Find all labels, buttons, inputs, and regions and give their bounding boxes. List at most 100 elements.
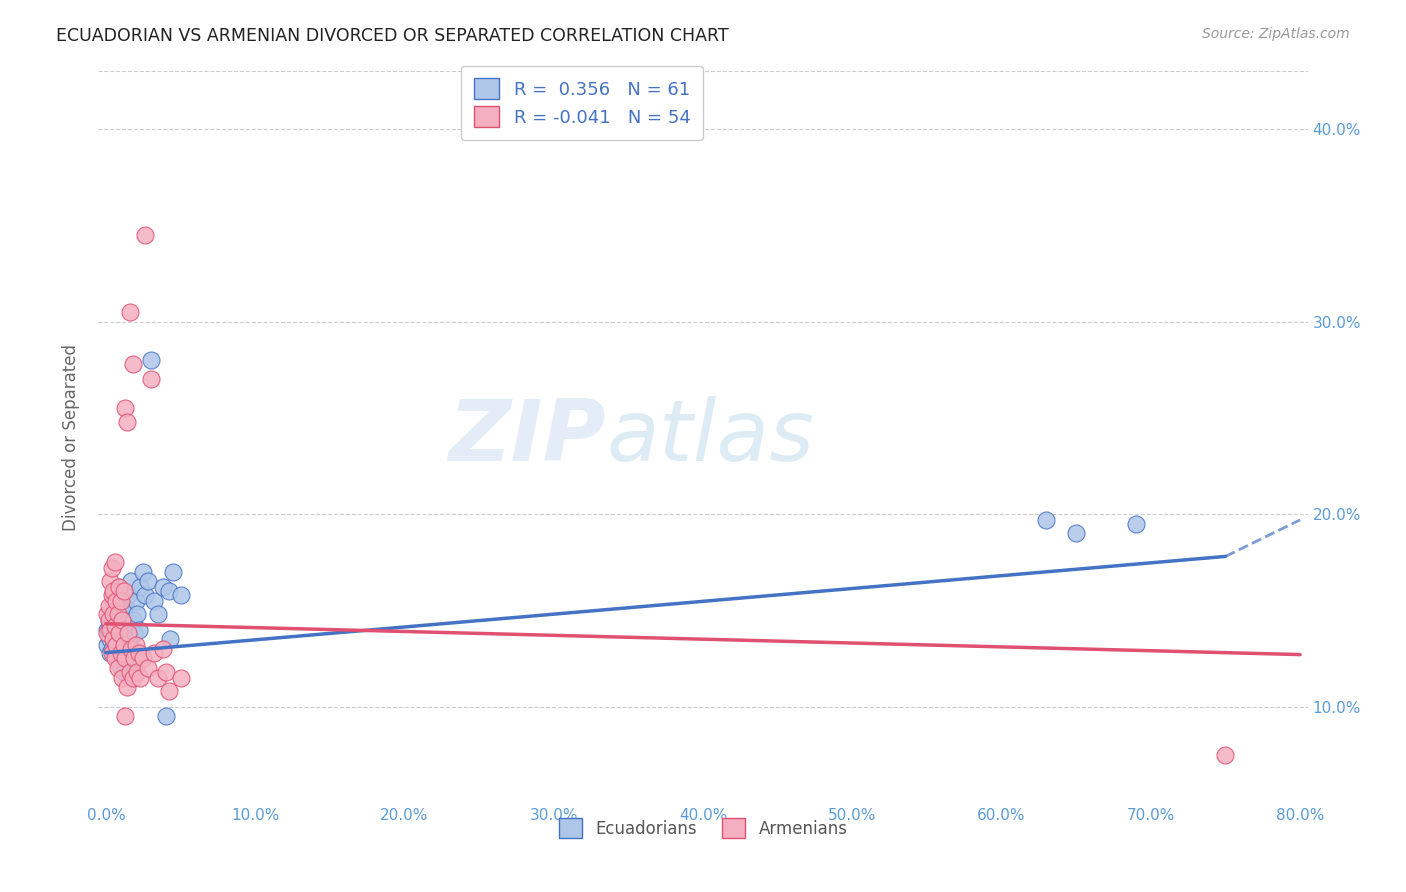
Point (111, 613, 134, 627)
Point (152, 641, 174, 656)
Point (96, 607, 118, 622)
Point (101, 646, 124, 660)
Point (108, 626, 131, 640)
Point (121, 357, 143, 371)
Y-axis label: Divorced or Separated: Divorced or Separated (62, 343, 80, 531)
Point (169, 671, 191, 685)
Point (96, 638, 118, 652)
Point (97, 613, 120, 627)
Point (112, 584, 135, 599)
Point (115, 415, 138, 429)
Point (103, 630, 125, 644)
Point (103, 607, 125, 622)
Point (105, 638, 128, 652)
Point (136, 661, 159, 675)
Point (112, 665, 135, 679)
Point (97, 599, 120, 614)
Point (155, 665, 177, 679)
Point (110, 593, 132, 607)
Point (134, 227, 156, 242)
Point (108, 588, 131, 602)
Point (104, 555, 127, 569)
Text: ZIP: ZIP (449, 395, 606, 479)
Point (127, 607, 149, 622)
Point (120, 574, 142, 589)
Point (142, 646, 165, 660)
Point (107, 607, 129, 622)
Point (1064, 526, 1087, 541)
Point (134, 588, 156, 602)
Point (105, 593, 128, 607)
Text: atlas: atlas (606, 395, 814, 479)
Point (110, 613, 132, 627)
Point (117, 626, 139, 640)
Point (107, 651, 129, 665)
Point (107, 580, 129, 594)
Point (125, 638, 148, 652)
Point (98, 623, 121, 637)
Point (142, 593, 165, 607)
Point (114, 651, 136, 665)
Point (111, 641, 134, 656)
Point (1125, 516, 1147, 531)
Point (139, 372, 162, 386)
Point (122, 626, 145, 640)
Point (107, 626, 129, 640)
Point (111, 593, 134, 607)
Point (97, 626, 120, 640)
Point (132, 651, 155, 665)
Point (121, 613, 143, 627)
Point (157, 584, 180, 599)
Point (120, 646, 142, 660)
Point (101, 561, 124, 575)
Point (132, 565, 155, 579)
Point (105, 623, 128, 637)
Point (105, 638, 128, 652)
Point (98, 574, 121, 589)
Point (114, 599, 136, 614)
Point (112, 607, 135, 622)
Text: ECUADORIAN VS ARMENIAN DIVORCED OR SEPARATED CORRELATION CHART: ECUADORIAN VS ARMENIAN DIVORCED OR SEPAR… (56, 27, 728, 45)
Point (101, 641, 124, 656)
Point (146, 671, 169, 685)
Point (98, 632, 121, 647)
Point (1035, 513, 1057, 527)
Point (104, 626, 127, 640)
Point (105, 593, 128, 607)
Point (103, 632, 125, 647)
Point (104, 618, 127, 632)
Point (128, 646, 150, 660)
Point (103, 607, 125, 622)
Point (112, 638, 135, 652)
Point (114, 651, 136, 665)
Legend: Ecuadorians, Armenians: Ecuadorians, Armenians (547, 806, 859, 849)
Point (97, 613, 120, 627)
Point (114, 401, 136, 416)
Point (104, 613, 127, 627)
Point (111, 671, 134, 685)
Point (103, 618, 125, 632)
Point (118, 632, 141, 647)
Text: Source: ZipAtlas.com: Source: ZipAtlas.com (1202, 27, 1350, 41)
Point (118, 665, 141, 679)
Point (115, 681, 138, 695)
Point (159, 632, 181, 647)
Point (110, 646, 132, 660)
Point (125, 593, 148, 607)
Point (169, 588, 191, 602)
Point (118, 305, 141, 319)
Point (120, 641, 142, 656)
Point (157, 684, 180, 698)
Point (146, 607, 169, 622)
Point (127, 665, 149, 679)
Point (101, 588, 124, 602)
Point (98, 646, 121, 660)
Point (103, 593, 125, 607)
Point (96, 623, 118, 637)
Point (136, 574, 159, 589)
Point (1215, 747, 1237, 762)
Point (129, 580, 152, 594)
Point (108, 580, 131, 594)
Point (108, 607, 131, 622)
Point (103, 584, 125, 599)
